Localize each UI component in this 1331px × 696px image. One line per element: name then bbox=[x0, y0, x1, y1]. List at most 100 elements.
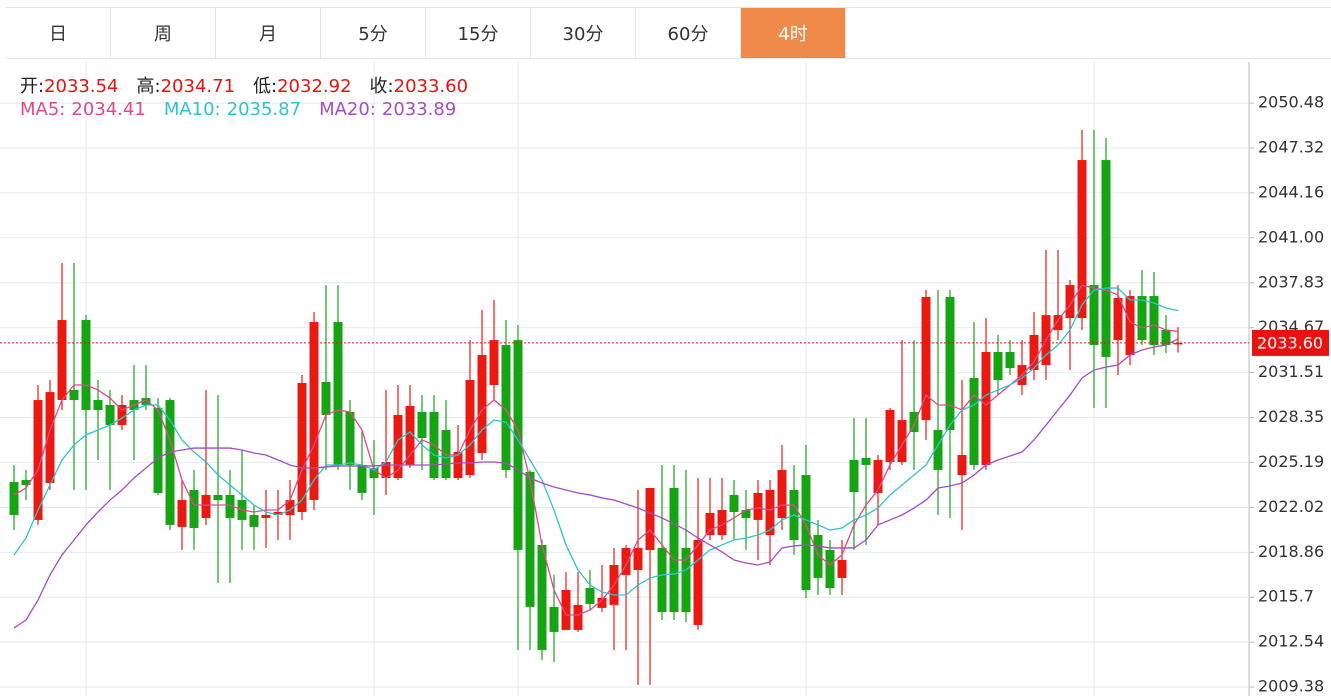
candle-body bbox=[153, 407, 163, 493]
candle-body bbox=[57, 320, 67, 401]
candle-body bbox=[705, 512, 715, 536]
tab[interactable]: 周 bbox=[111, 8, 216, 58]
candle-body bbox=[621, 547, 631, 575]
tab[interactable]: 月 bbox=[216, 8, 321, 58]
candle-body bbox=[717, 510, 727, 536]
candle-body bbox=[561, 590, 571, 630]
candle-body bbox=[837, 560, 847, 578]
candle-body bbox=[309, 322, 319, 501]
candle-body bbox=[693, 539, 703, 625]
candle-body bbox=[1173, 342, 1183, 345]
candle-body bbox=[957, 455, 967, 476]
y-tick-label: 2025.19 bbox=[1258, 452, 1324, 471]
candle-body bbox=[117, 405, 127, 426]
tab-bar: 日周月 5分 15分 30分 60分 4时 bbox=[6, 7, 1331, 59]
candle-body bbox=[345, 411, 355, 465]
candle-body bbox=[993, 352, 1003, 380]
y-tick-label: 2050.48 bbox=[1258, 93, 1324, 112]
candle-body bbox=[45, 392, 55, 484]
candle-body bbox=[105, 405, 115, 426]
tab[interactable]: 5分 bbox=[321, 8, 426, 58]
candle-body bbox=[1137, 296, 1147, 341]
candle-body bbox=[333, 322, 343, 465]
candle-body bbox=[777, 469, 787, 518]
quote-value: 2033.54 bbox=[44, 76, 119, 97]
y-tick-label: 2022.02 bbox=[1258, 497, 1324, 516]
candle-body bbox=[1089, 285, 1099, 346]
quote-label: 收: bbox=[369, 76, 394, 97]
candle-body bbox=[81, 320, 91, 410]
candle-body bbox=[417, 411, 427, 438]
legend-item: MA10: 2035.87 bbox=[164, 99, 301, 120]
y-tick-label: 2031.51 bbox=[1258, 362, 1324, 381]
candle-body bbox=[825, 549, 835, 589]
candle-body bbox=[933, 430, 943, 470]
quote-label: 高: bbox=[136, 76, 161, 97]
ma-line bbox=[13, 338, 1179, 629]
tab[interactable]: 日 bbox=[6, 8, 111, 58]
candle-body bbox=[753, 492, 763, 520]
quote-value: 2034.71 bbox=[160, 76, 236, 97]
tab[interactable]: 15分 bbox=[426, 8, 531, 58]
candle-body bbox=[801, 475, 811, 591]
candle-body bbox=[861, 458, 871, 465]
candle-body bbox=[573, 604, 583, 630]
candle-body bbox=[549, 606, 559, 632]
legend-name: MA20: bbox=[319, 99, 376, 120]
candle-body bbox=[513, 340, 523, 550]
quote-label: 低: bbox=[253, 76, 278, 97]
candle-body bbox=[597, 597, 607, 608]
candle-body bbox=[165, 400, 175, 525]
candle-body bbox=[393, 414, 403, 479]
quote-header: 开:2033.54 高:2034.71 低:2032.92 收:2033.60 bbox=[20, 72, 468, 98]
candle-body bbox=[945, 297, 955, 431]
candle-body bbox=[21, 480, 31, 485]
candle-body bbox=[1053, 315, 1063, 330]
candle-body bbox=[1113, 298, 1123, 341]
legend-value: 2033.89 bbox=[381, 99, 457, 120]
candle-body bbox=[885, 409, 895, 462]
candle-body bbox=[741, 510, 751, 518]
candle-body bbox=[537, 544, 547, 650]
candle-body bbox=[285, 500, 295, 515]
candle-body bbox=[189, 489, 199, 529]
quote-value: 2033.60 bbox=[393, 76, 469, 97]
candle-body bbox=[501, 345, 511, 470]
candle-body bbox=[297, 382, 307, 512]
candle-body bbox=[657, 547, 667, 613]
candle-body bbox=[873, 459, 883, 493]
y-tick-label: 2015.7 bbox=[1258, 587, 1314, 606]
quote-label: 开: bbox=[20, 76, 45, 97]
candle-body bbox=[249, 514, 259, 527]
legend-name: MA5: bbox=[20, 99, 66, 120]
quote-item: 收:2033.60 bbox=[370, 72, 469, 98]
candle-body bbox=[765, 489, 775, 536]
candle-body bbox=[1065, 285, 1075, 319]
candle-body bbox=[369, 467, 379, 479]
ma-line bbox=[13, 287, 1179, 596]
y-tick-label: 2041.00 bbox=[1258, 227, 1324, 246]
candle-body bbox=[405, 405, 415, 465]
tab[interactable]: 60分 bbox=[636, 8, 741, 58]
candle-body bbox=[141, 398, 151, 406]
candles bbox=[9, 130, 1183, 685]
y-tick-label: 2044.16 bbox=[1258, 182, 1324, 201]
tab[interactable]: 30分 bbox=[531, 8, 636, 58]
last-price-box bbox=[1252, 329, 1329, 356]
last-price-label: 2033.60 bbox=[1257, 333, 1323, 352]
legend-value: 2035.87 bbox=[226, 99, 302, 120]
candle-body bbox=[321, 381, 331, 415]
candle-body bbox=[33, 400, 43, 520]
y-tick-label: 2047.32 bbox=[1258, 137, 1324, 156]
y-tick-label: 2037.83 bbox=[1258, 272, 1324, 291]
candle-body bbox=[981, 352, 991, 465]
legend-item: MA20: 2033.89 bbox=[319, 99, 456, 120]
candle-body bbox=[213, 494, 223, 501]
y-tick-label: 2018.86 bbox=[1258, 542, 1324, 561]
tab[interactable]: 4时 bbox=[741, 8, 846, 58]
candle-body bbox=[669, 487, 679, 613]
candle-body bbox=[201, 494, 211, 518]
candle-body bbox=[921, 297, 931, 421]
candle-body bbox=[909, 411, 919, 432]
